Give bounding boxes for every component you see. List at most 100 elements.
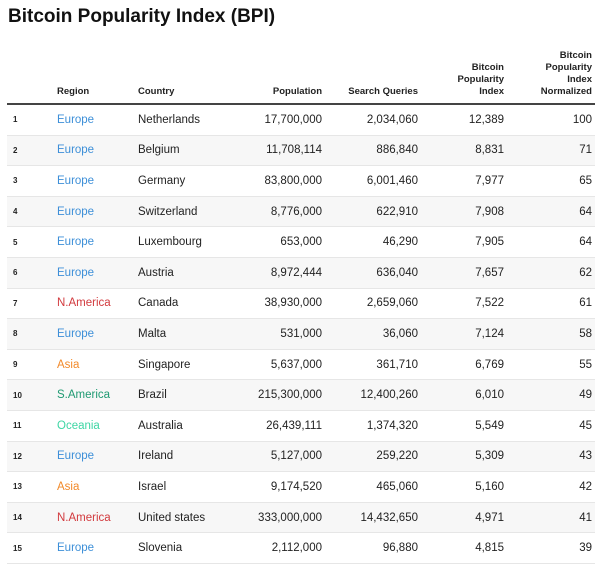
- bpi-cell: 5,309: [424, 441, 510, 473]
- search-queries-cell: 6,001,460: [328, 165, 424, 197]
- table-row: 8 Europe Malta 531,000 36,060 7,124 58: [7, 318, 595, 350]
- table-row: 2 Europe Belgium 11,708,114 886,840 8,831 71: [7, 135, 595, 167]
- search-queries-cell: 1,374,320: [328, 410, 424, 442]
- population-cell: 26,439,111: [254, 410, 328, 442]
- country-cell: Switzerland: [138, 196, 254, 228]
- search-queries-cell: 886,840: [328, 135, 424, 167]
- search-queries-cell: 361,710: [328, 349, 424, 381]
- bpi-normalized-cell: 49: [510, 379, 595, 411]
- bpi-cell: 5,160: [424, 471, 510, 503]
- table-row: 12 Europe Ireland 5,127,000 259,220 5,309 43: [7, 441, 595, 473]
- population-cell: 2,112,000: [254, 532, 328, 564]
- table-row: 9 Asia Singapore 5,637,000 361,710 6,769 55: [7, 349, 595, 381]
- country-cell: Malta: [138, 318, 254, 350]
- region-cell: S.America: [57, 379, 138, 411]
- region-cell: N.America: [57, 502, 138, 534]
- rank-cell: 15: [7, 532, 57, 564]
- bpi-normalized-cell: 39: [510, 532, 595, 564]
- table-row: 5 Europe Luxembourg 653,000 46,290 7,905 64: [7, 226, 595, 258]
- region-cell: Oceania: [57, 410, 138, 442]
- bpi-normalized-cell: 42: [510, 471, 595, 503]
- region-cell: Asia: [57, 471, 138, 503]
- header-index: [7, 50, 57, 105]
- bpi-normalized-cell: 45: [510, 410, 595, 442]
- table-header: Region Country Population Search Queries…: [7, 50, 595, 105]
- table-row: 3 Europe Germany 83,800,000 6,001,460 7,977 65: [7, 165, 595, 197]
- bpi-normalized-cell: 58: [510, 318, 595, 350]
- bpi-cell: 7,908: [424, 196, 510, 228]
- search-queries-cell: 14,432,650: [328, 502, 424, 534]
- bpi-normalized-cell: 65: [510, 165, 595, 197]
- bpi-normalized-cell: 64: [510, 196, 595, 228]
- country-cell: Austria: [138, 257, 254, 289]
- bpi-cell: 6,010: [424, 379, 510, 411]
- rank-cell: 9: [7, 349, 57, 381]
- search-queries-cell: 636,040: [328, 257, 424, 289]
- country-cell: Slovenia: [138, 532, 254, 564]
- rank-cell: 1: [7, 104, 57, 136]
- rank-cell: 14: [7, 502, 57, 534]
- population-cell: 5,637,000: [254, 349, 328, 381]
- table-row: 11 Oceania Australia 26,439,111 1,374,320 5,5…: [7, 410, 595, 442]
- country-cell: Luxembourg: [138, 226, 254, 258]
- table-row: 4 Europe Switzerland 8,776,000 622,910 7,908 6…: [7, 196, 595, 228]
- region-cell: Europe: [57, 257, 138, 289]
- bpi-cell: 7,657: [424, 257, 510, 289]
- bpi-cell: 7,977: [424, 165, 510, 197]
- header-population[interactable]: Population: [254, 50, 328, 105]
- region-cell: Europe: [57, 441, 138, 473]
- bpi-cell: 4,971: [424, 502, 510, 534]
- table-row: 15 Europe Slovenia 2,112,000 96,880 4,815 39: [7, 532, 595, 564]
- header-region[interactable]: Region: [57, 50, 138, 105]
- bpi-normalized-cell: 55: [510, 349, 595, 381]
- bpi-table: Region Country Population Search Queries…: [7, 50, 595, 564]
- population-cell: 333,000,000: [254, 502, 328, 534]
- search-queries-cell: 12,400,260: [328, 379, 424, 411]
- search-queries-cell: 96,880: [328, 532, 424, 564]
- population-cell: 5,127,000: [254, 441, 328, 473]
- search-queries-cell: 622,910: [328, 196, 424, 228]
- bpi-normalized-cell: 71: [510, 135, 595, 167]
- header-country[interactable]: Country: [138, 50, 254, 105]
- header-search-queries[interactable]: Search Queries: [328, 50, 424, 105]
- bpi-normalized-cell: 62: [510, 257, 595, 289]
- search-queries-cell: 465,060: [328, 471, 424, 503]
- population-cell: 653,000: [254, 226, 328, 258]
- table-row: 1 Europe Netherlands 17,700,000 2,034,060 12,…: [7, 104, 595, 136]
- population-cell: 17,700,000: [254, 104, 328, 136]
- country-cell: United states: [138, 502, 254, 534]
- header-bpi-normalized[interactable]: Bitcoin Popularity Index Normalized: [510, 50, 595, 105]
- search-queries-cell: 259,220: [328, 441, 424, 473]
- country-cell: Ireland: [138, 441, 254, 473]
- table-row: 7 N.America Canada 38,930,000 2,659,060 7,522…: [7, 288, 595, 320]
- bpi-cell: 7,905: [424, 226, 510, 258]
- region-cell: Europe: [57, 318, 138, 350]
- country-cell: Singapore: [138, 349, 254, 381]
- bpi-normalized-cell: 100: [510, 104, 595, 136]
- table-row: 10 S.America Brazil 215,300,000 12,400,260 6,…: [7, 379, 595, 411]
- search-queries-cell: 46,290: [328, 226, 424, 258]
- table-row: 6 Europe Austria 8,972,444 636,040 7,657 62: [7, 257, 595, 289]
- population-cell: 83,800,000: [254, 165, 328, 197]
- rank-cell: 7: [7, 288, 57, 320]
- population-cell: 215,300,000: [254, 379, 328, 411]
- rank-cell: 5: [7, 226, 57, 258]
- rank-cell: 11: [7, 410, 57, 442]
- country-cell: Canada: [138, 288, 254, 320]
- bpi-cell: 4,815: [424, 532, 510, 564]
- header-bpi[interactable]: Bitcoin Popularity Index: [424, 50, 510, 105]
- region-cell: Europe: [57, 196, 138, 228]
- bpi-cell: 7,124: [424, 318, 510, 350]
- population-cell: 9,174,520: [254, 471, 328, 503]
- rank-cell: 8: [7, 318, 57, 350]
- region-cell: Europe: [57, 104, 138, 136]
- population-cell: 8,776,000: [254, 196, 328, 228]
- country-cell: Australia: [138, 410, 254, 442]
- country-cell: Brazil: [138, 379, 254, 411]
- region-cell: Europe: [57, 532, 138, 564]
- region-cell: N.America: [57, 288, 138, 320]
- bpi-cell: 7,522: [424, 288, 510, 320]
- bpi-normalized-cell: 43: [510, 441, 595, 473]
- bpi-cell: 8,831: [424, 135, 510, 167]
- page-title: Bitcoin Popularity Index (BPI): [8, 6, 276, 27]
